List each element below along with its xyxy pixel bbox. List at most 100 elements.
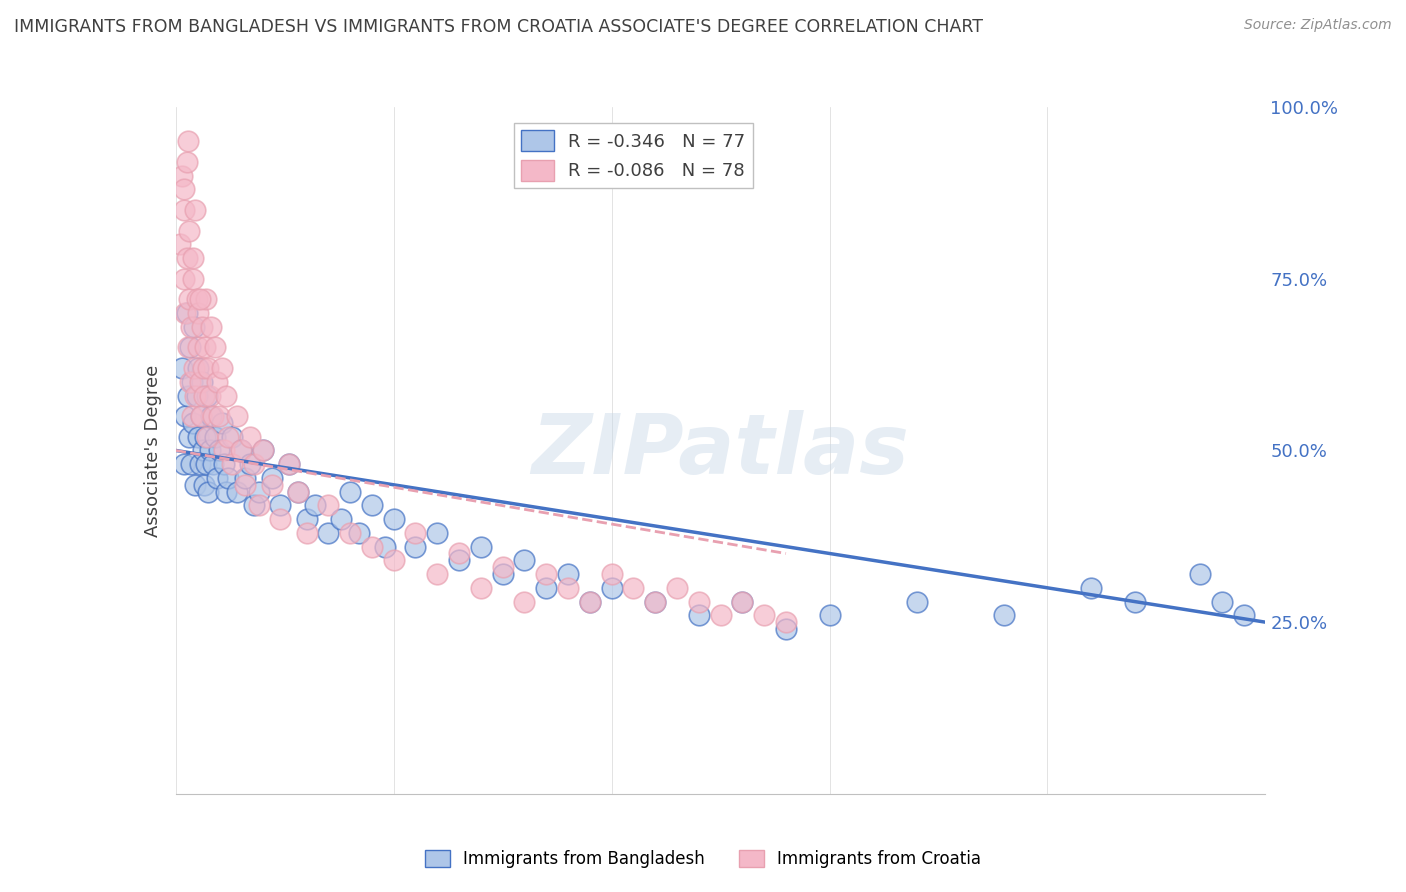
Point <box>269 512 291 526</box>
Point <box>225 409 247 424</box>
Point <box>184 388 207 402</box>
Point <box>205 375 228 389</box>
Point <box>198 388 221 402</box>
Point <box>177 388 200 402</box>
Point <box>174 306 197 320</box>
Point <box>374 540 396 554</box>
Point <box>191 361 214 376</box>
Point <box>1123 594 1146 608</box>
Point <box>361 540 384 554</box>
Point <box>187 306 209 320</box>
Point <box>731 594 754 608</box>
Point <box>260 478 283 492</box>
Point <box>295 525 318 540</box>
Point <box>176 306 198 320</box>
Point <box>905 594 928 608</box>
Point <box>186 340 209 354</box>
Point <box>177 293 200 307</box>
Point <box>1211 594 1233 608</box>
Point <box>239 457 262 471</box>
Point <box>382 553 405 567</box>
Point <box>176 251 198 265</box>
Point <box>470 540 492 554</box>
Text: Source: ZipAtlas.com: Source: ZipAtlas.com <box>1244 18 1392 32</box>
Point <box>215 388 238 402</box>
Point <box>221 457 243 471</box>
Point <box>200 409 222 424</box>
Point <box>239 430 262 444</box>
Point <box>188 457 211 471</box>
Point <box>186 430 209 444</box>
Point <box>173 182 195 196</box>
Point <box>217 471 239 485</box>
Point <box>278 457 301 471</box>
Point <box>405 540 427 554</box>
Point <box>1233 608 1256 623</box>
Point <box>180 319 202 334</box>
Point <box>426 567 449 582</box>
Point <box>426 525 449 540</box>
Point <box>557 581 579 595</box>
Point <box>710 608 733 623</box>
Point <box>225 484 247 499</box>
Point <box>179 375 201 389</box>
Point <box>173 202 195 217</box>
Legend: R = -0.346   N = 77, R = -0.086   N = 78: R = -0.346 N = 77, R = -0.086 N = 78 <box>515 123 752 188</box>
Point <box>184 202 207 217</box>
Point <box>993 608 1015 623</box>
Point <box>217 430 239 444</box>
Point <box>534 581 557 595</box>
Point <box>339 484 361 499</box>
Point <box>447 553 470 567</box>
Text: IMMIGRANTS FROM BANGLADESH VS IMMIGRANTS FROM CROATIA ASSOCIATE'S DEGREE CORRELA: IMMIGRANTS FROM BANGLADESH VS IMMIGRANTS… <box>14 18 983 36</box>
Point <box>190 409 212 424</box>
Point <box>247 499 270 513</box>
Point <box>201 457 224 471</box>
Point <box>205 471 228 485</box>
Point <box>818 608 841 623</box>
Point <box>204 340 226 354</box>
Point <box>191 375 214 389</box>
Point <box>405 525 427 540</box>
Point <box>169 237 191 252</box>
Point <box>195 388 218 402</box>
Point <box>190 409 212 424</box>
Point <box>187 361 209 376</box>
Point <box>243 499 266 513</box>
Point <box>195 430 218 444</box>
Point <box>231 443 253 458</box>
Point <box>177 340 200 354</box>
Point <box>278 457 301 471</box>
Point <box>1189 567 1212 582</box>
Point <box>534 567 557 582</box>
Point <box>188 375 211 389</box>
Point <box>304 499 326 513</box>
Point <box>183 361 205 376</box>
Point <box>644 594 666 608</box>
Point <box>180 457 202 471</box>
Point <box>243 457 266 471</box>
Point <box>252 443 274 458</box>
Point <box>193 478 215 492</box>
Text: ZIPatlas: ZIPatlas <box>531 410 910 491</box>
Point <box>208 409 231 424</box>
Point <box>330 512 353 526</box>
Point <box>295 512 318 526</box>
Point <box>688 594 710 608</box>
Point <box>211 361 233 376</box>
Point <box>197 484 219 499</box>
Point <box>188 293 211 307</box>
Point <box>382 512 405 526</box>
Point <box>215 484 238 499</box>
Point <box>195 293 218 307</box>
Point <box>775 622 797 636</box>
Point <box>184 478 207 492</box>
Point <box>176 155 198 169</box>
Point <box>754 608 776 623</box>
Point <box>212 457 235 471</box>
Point <box>197 361 219 376</box>
Point <box>287 484 309 499</box>
Point <box>339 525 361 540</box>
Point <box>191 443 214 458</box>
Point <box>688 608 710 623</box>
